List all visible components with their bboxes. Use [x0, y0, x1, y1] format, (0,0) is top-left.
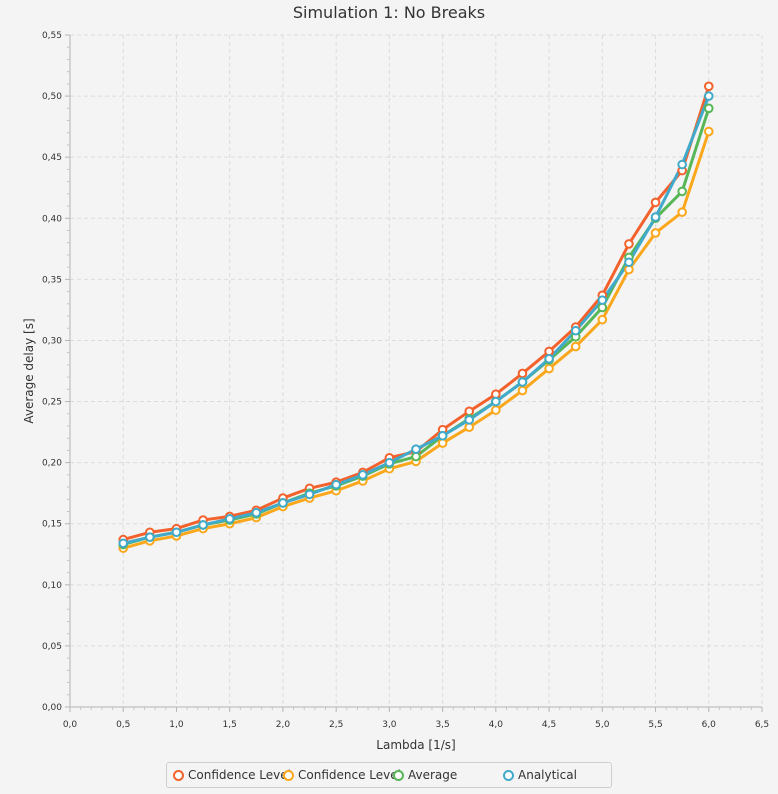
x-tick-label: 5,5 — [648, 720, 662, 730]
y-tick-label: 0,15 — [42, 520, 62, 530]
y-tick-label: 0,45 — [42, 153, 62, 163]
legend-label: Confidence Level — [188, 768, 291, 782]
x-tick-label: 0,0 — [63, 720, 78, 730]
x-tick-label: 5,0 — [595, 720, 610, 730]
x-tick-label: 1,0 — [169, 720, 184, 730]
series-3-point[interactable] — [384, 457, 395, 468]
series-0-point[interactable] — [624, 239, 634, 249]
x-axis-label: Lambda [1/s] — [376, 738, 455, 752]
series-3-point[interactable] — [597, 295, 608, 305]
series-line-3 — [122, 95, 711, 545]
legend-label: Confidence Level — [298, 768, 401, 782]
series-2-point[interactable] — [677, 186, 687, 197]
x-tick-label: 6,0 — [702, 720, 717, 730]
x-tick-label: 4,0 — [489, 720, 504, 730]
series-1-point[interactable] — [517, 385, 528, 396]
legend-marker-icon — [283, 769, 294, 781]
series-3-point[interactable] — [224, 514, 235, 524]
x-tick-label: 2,0 — [276, 720, 291, 730]
y-tick-label: 0,40 — [42, 214, 62, 224]
series-markers — [118, 81, 714, 553]
chart-title: Simulation 1: No Breaks — [292, 3, 486, 22]
y-tick-label: 0,05 — [42, 642, 62, 652]
x-tick-label: 3,0 — [382, 720, 397, 730]
series-0-point[interactable] — [517, 368, 528, 379]
x-tick-label: 0,5 — [116, 720, 130, 730]
series-line-0 — [122, 85, 711, 542]
series-3-point[interactable] — [171, 527, 182, 538]
legend-item-confidence-level-upper[interactable]: Confidence Level — [173, 768, 291, 782]
x-tick-label: 1,5 — [223, 720, 237, 730]
legend-marker-icon — [393, 769, 404, 781]
x-tick-label: 6,5 — [755, 720, 769, 730]
series-2-point[interactable] — [703, 103, 714, 114]
series-3-point[interactable] — [118, 538, 129, 549]
axes: 0,00 0,05 0,10 0,15 0,20 0,25 0,30 0,35 0,40 0,45… — [42, 31, 769, 730]
y-axis-label: Average delay [s] — [22, 318, 36, 423]
legend-label: Average — [408, 768, 458, 782]
series-1-point[interactable] — [703, 126, 714, 137]
y-tick-label: 0,20 — [42, 459, 62, 469]
legend: Confidence Level Confidence Level Averag… — [166, 762, 612, 788]
series-1-point[interactable] — [650, 228, 661, 238]
series-3-point[interactable] — [570, 325, 581, 336]
series-1-point[interactable] — [491, 405, 501, 415]
series-3-point[interactable] — [491, 396, 501, 407]
series-3-point[interactable] — [145, 532, 155, 542]
series-1-point[interactable] — [544, 363, 554, 374]
legend-item-average[interactable]: Average — [393, 768, 457, 782]
y-tick-label: 0,00 — [42, 703, 62, 713]
y-tick-label: 0,10 — [42, 581, 62, 591]
x-tick-label: 3,5 — [435, 720, 449, 730]
series-3-point[interactable] — [411, 444, 421, 454]
series-3-point[interactable] — [703, 91, 714, 101]
legend-label: Analytical — [518, 768, 577, 782]
series-1-point[interactable] — [597, 314, 608, 325]
series-3-point[interactable] — [544, 353, 554, 364]
y-tick-label: 0,50 — [42, 92, 62, 102]
series-3-point[interactable] — [357, 470, 368, 480]
series-1-point[interactable] — [570, 341, 581, 352]
series-3-point[interactable] — [517, 377, 528, 387]
legend-item-analytical[interactable]: Analytical — [503, 768, 577, 782]
legend-marker-icon — [173, 769, 184, 781]
series-0-point[interactable] — [703, 81, 714, 92]
x-tick-label: 2,5 — [329, 720, 343, 730]
y-tick-label: 0,25 — [42, 398, 62, 408]
series-3-point[interactable] — [304, 489, 315, 500]
series-3-point[interactable] — [464, 415, 475, 425]
y-tick-label: 0,55 — [42, 31, 62, 41]
series-line-1 — [122, 131, 711, 550]
grid — [69, 34, 763, 708]
series-line-2 — [122, 107, 711, 546]
series-lines — [122, 85, 711, 550]
series-3-point[interactable] — [437, 430, 448, 441]
series-3-point[interactable] — [624, 257, 634, 268]
series-1-point[interactable] — [677, 207, 687, 217]
series-0-point[interactable] — [650, 197, 661, 208]
y-tick-label: 0,35 — [42, 275, 62, 285]
x-tick-label: 4,5 — [542, 720, 556, 730]
legend-item-confidence-level-lower[interactable]: Confidence Level — [283, 768, 401, 782]
series-3-point[interactable] — [198, 520, 208, 530]
legend-marker-icon — [503, 769, 514, 781]
series-3-point[interactable] — [650, 212, 661, 222]
y-tick-label: 0,30 — [42, 336, 62, 346]
series-3-point[interactable] — [278, 498, 288, 508]
series-3-point[interactable] — [331, 479, 341, 490]
series-3-point[interactable] — [251, 507, 262, 518]
series-3-point[interactable] — [677, 159, 687, 170]
